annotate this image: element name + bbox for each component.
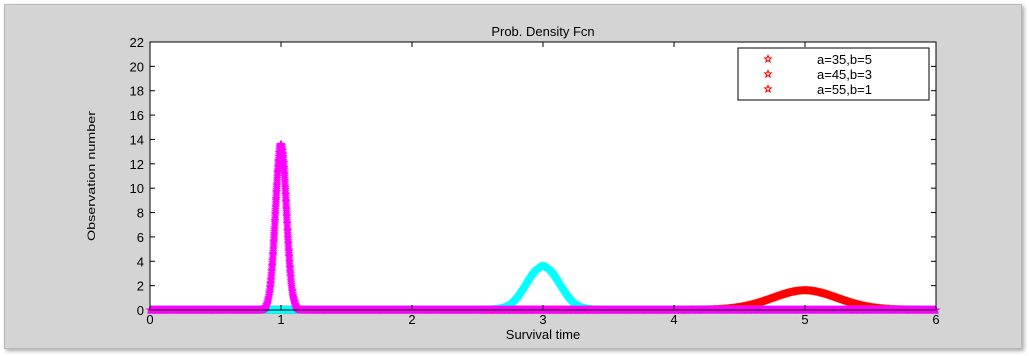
series-group xyxy=(145,139,941,314)
series-3 xyxy=(145,139,941,314)
figure-window: 0 1 2 3 4 5 6 0 2 4 6 8 10 12 14 16 18 20 22 Prob. Density… xyxy=(4,4,1022,349)
